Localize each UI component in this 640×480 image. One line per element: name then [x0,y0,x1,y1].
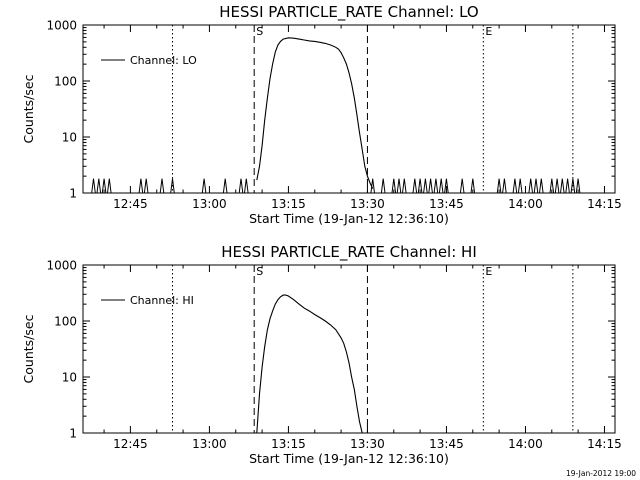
noise-spike [528,178,533,194]
noise-spike [433,178,439,194]
x-tick-label: 14:00 [508,437,543,451]
noise-spike [107,178,112,194]
noise-spike [423,178,428,194]
x-tick-label: 14:15 [587,197,622,211]
chart-title: HESSI PARTICLE_RATE Channel: LO [219,3,478,22]
plot-frame [82,24,616,194]
timestamp-stamp: 19-Jan-2012 19:00 [565,469,636,478]
y-tick-label: 1 [69,187,77,201]
noise-spike [549,178,555,194]
x-tick-label: 14:15 [587,437,622,451]
x-tick-label: 13:00 [192,437,227,451]
noise-spike [159,178,165,194]
noise-spike [370,178,375,194]
noise-spike [554,178,560,194]
noise-spike [444,178,449,194]
noise-spike [402,178,407,194]
x-tick-label: 12:45 [113,197,148,211]
noise-spike [565,178,570,194]
y-tick-label: 1000 [46,19,77,33]
chart-panel-0: HESSI PARTICLE_RATE Channel: LO 12:45 13:0… [21,3,622,226]
noise-spike [533,178,539,194]
noise-spike [459,178,465,194]
y-axis-label: Counts/sec [21,74,36,143]
series-line [256,294,363,434]
noise-spike [438,178,444,194]
y-tick-label: 10 [62,131,77,145]
marker-label-e: E [485,265,492,278]
noise-spike [201,178,207,194]
noise-spike [512,178,518,194]
noise-spike [101,178,107,194]
noise-spike [417,178,423,194]
noise-spike [502,178,507,194]
y-tick-label: 10 [62,371,77,385]
noise-spike [91,178,96,194]
noise-spike [222,178,228,194]
plot-frame [82,264,616,434]
marker-label-e: E [485,25,492,38]
marker-label-s: S [256,265,263,278]
legend-label: Channel: HI [130,294,194,307]
noise-spike [496,178,502,194]
x-tick-label: 13:45 [429,197,464,211]
y-tick-label: 1 [69,427,77,441]
series-line [256,37,374,189]
noise-spike [391,178,397,194]
noise-spike [575,178,581,194]
x-tick-label: 13:30 [350,197,385,211]
x-tick-label: 13:45 [429,437,464,451]
noise-spike [244,178,249,194]
x-tick-label: 13:15 [271,197,306,211]
noise-spike [380,178,386,194]
y-tick-label: 100 [54,315,77,329]
noise-spike [570,178,576,194]
noise-spike [560,178,565,194]
noise-spike [238,178,244,194]
chart-panel-1: HESSI PARTICLE_RATE Channel: HI 12:45 13:0… [21,243,622,466]
x-axis-label: Start Time (19-Jan-12 12:36:10) [249,451,449,466]
noise-spike [517,178,523,194]
x-tick-label: 13:00 [192,197,227,211]
noise-spike [539,178,544,194]
noise-spike [96,178,102,194]
x-tick-label: 13:15 [271,437,306,451]
noise-spike [428,178,433,194]
y-tick-label: 100 [54,75,77,89]
y-axis-label: Counts/sec [21,314,36,383]
x-tick-label: 13:30 [350,437,385,451]
noise-spike [396,178,402,194]
x-axis-label: Start Time (19-Jan-12 12:36:10) [249,211,449,226]
legend-label: Channel: LO [130,54,197,67]
chart-title: HESSI PARTICLE_RATE Channel: HI [221,243,477,262]
noise-spike [138,178,144,194]
y-tick-label: 1000 [46,259,77,273]
noise-spike [412,178,418,194]
marker-label-s: S [256,25,263,38]
x-tick-label: 12:45 [113,437,148,451]
noise-spike [170,178,175,194]
noise-spike [470,178,476,194]
noise-spike [143,178,149,194]
x-tick-label: 14:00 [508,197,543,211]
